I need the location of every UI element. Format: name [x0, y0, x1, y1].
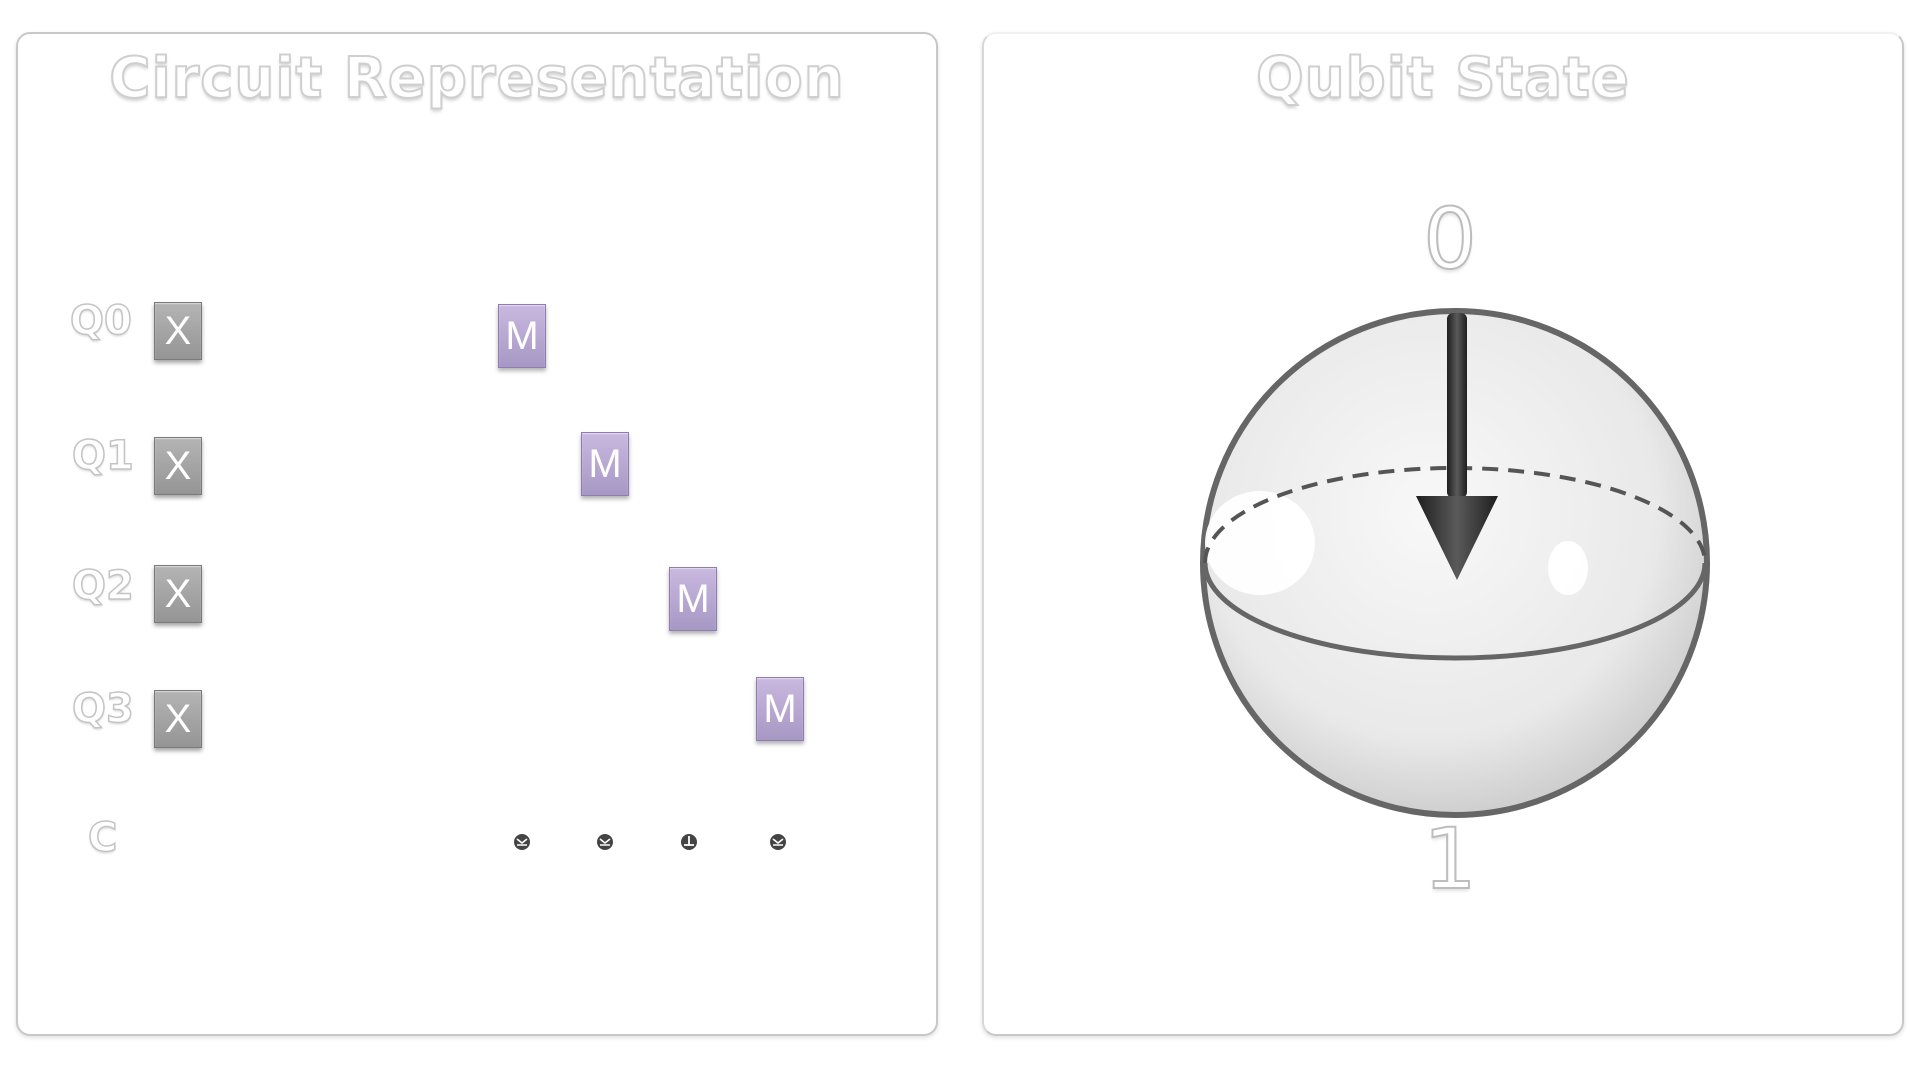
measure-gate-q0[interactable]: M: [498, 304, 546, 368]
x-gate-q1[interactable]: X: [154, 437, 202, 495]
measure-gate-q2[interactable]: M: [669, 567, 717, 631]
qubit-state-title: Qubit State: [1255, 45, 1630, 112]
basis-label-one: 1: [1422, 809, 1477, 909]
state-vector-shaft: [1447, 313, 1467, 498]
sphere-highlight-left: [1205, 491, 1315, 595]
equator-front: [1202, 562, 1708, 661]
x-gate-q2[interactable]: X: [154, 565, 202, 623]
equator-back: [1203, 466, 1707, 564]
measure-gate-q3[interactable]: M: [756, 677, 804, 741]
qubit-label-q3: Q3: [71, 685, 134, 733]
classical-register-label: C: [87, 814, 118, 862]
classical-bit-marker-1: [597, 834, 613, 850]
x-gate-q0[interactable]: X: [154, 302, 202, 360]
qubit-label-q1: Q1: [71, 432, 134, 480]
classical-bit-marker-0: [514, 834, 530, 850]
qubit-label-q2: Q2: [71, 562, 134, 610]
sphere-highlight-right: [1548, 541, 1588, 595]
basis-label-zero: 0: [1422, 189, 1477, 289]
measure-gate-q1[interactable]: M: [581, 432, 629, 496]
classical-bit-marker-3: [770, 834, 786, 850]
x-gate-q3[interactable]: X: [154, 690, 202, 748]
circuit-panel: Circuit Representation: [16, 32, 938, 1036]
classical-bit-marker-2: [681, 834, 697, 850]
bloch-sphere-detail: [1200, 308, 1710, 818]
qubit-label-q0: Q0: [69, 297, 132, 345]
state-vector-arrowhead: [1416, 496, 1498, 580]
circuit-title: Circuit Representation: [108, 45, 845, 112]
